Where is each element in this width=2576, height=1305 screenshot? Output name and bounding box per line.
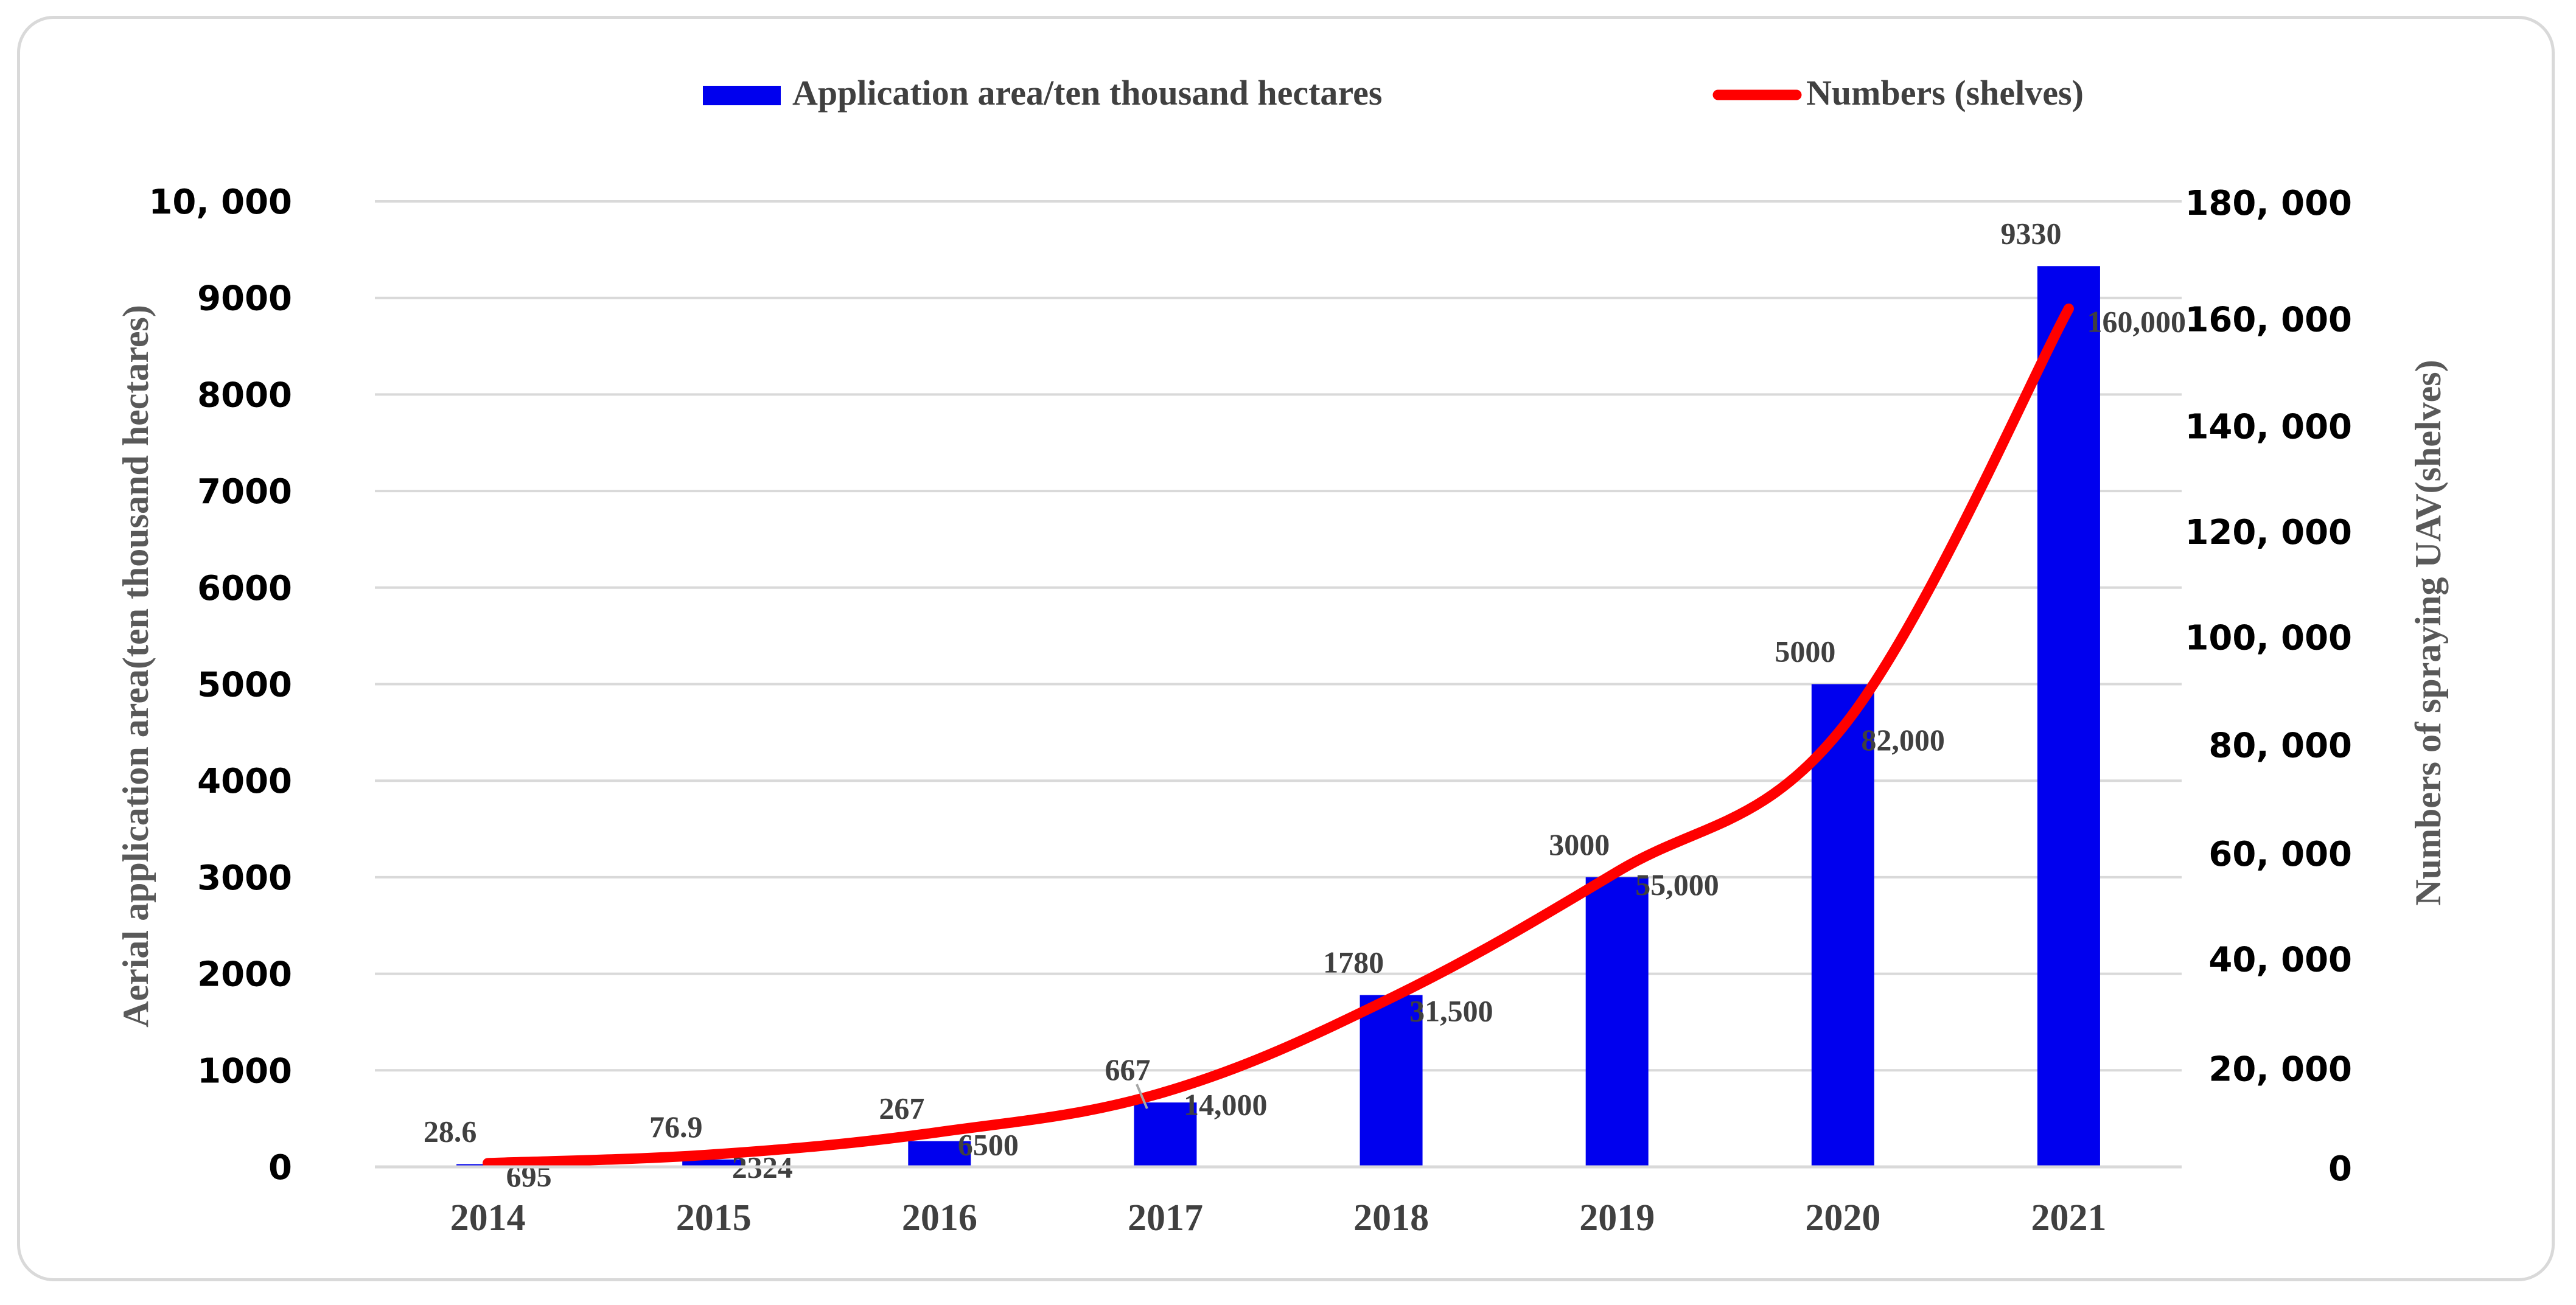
legend-line-label: Numbers (shelves) xyxy=(1806,73,2084,113)
right-tick-label: 40, 000 xyxy=(2208,940,2352,980)
line-value-label: 160,000 xyxy=(2087,304,2186,338)
left-tick-label: 2000 xyxy=(197,955,292,995)
bar-value-label: 1780 xyxy=(1323,945,1384,980)
bar-value-label: 9330 xyxy=(2000,216,2061,250)
category-label: 2021 xyxy=(2031,1197,2106,1239)
bar-value-label: 3000 xyxy=(1549,827,1610,861)
category-label: 2014 xyxy=(450,1197,526,1239)
left-tick-label: 7000 xyxy=(197,472,292,512)
series-line xyxy=(483,303,2074,1169)
right-tick-label: 80, 000 xyxy=(2208,726,2352,766)
line-value-label: 14,000 xyxy=(1184,1088,1268,1122)
left-tick-label: 5000 xyxy=(197,666,292,705)
right-axis-title: Numbers of spraying UAV(shelves) xyxy=(2408,360,2448,905)
legend: Application area/ten thousand hectares N… xyxy=(703,73,2084,113)
left-tick-label: 8000 xyxy=(197,375,292,415)
line-value-label: 6500 xyxy=(958,1128,1019,1162)
right-tick-label: 120, 000 xyxy=(2185,513,2352,552)
right-tick-label: 180, 000 xyxy=(2185,184,2352,223)
right-tick-label: 60, 000 xyxy=(2208,835,2352,874)
category-label: 2015 xyxy=(676,1197,752,1239)
right-tick-label: 160, 000 xyxy=(2185,300,2352,339)
line-value-label: 55,000 xyxy=(1635,868,1719,902)
category-label: 2016 xyxy=(902,1197,977,1239)
bar-series xyxy=(456,266,2100,1168)
legend-bar-label: Application area/ten thousand hectares xyxy=(792,73,1382,113)
category-label: 2018 xyxy=(1353,1197,1429,1239)
bar-value-label: 76.9 xyxy=(649,1110,703,1144)
bar xyxy=(682,1159,745,1167)
left-tick-label: 0 xyxy=(268,1148,292,1188)
label-leader-line xyxy=(1136,1084,1148,1109)
left-tick-label: 10, 000 xyxy=(148,183,292,222)
bar-value-label: 667 xyxy=(1105,1053,1150,1087)
right-tick-label: 140, 000 xyxy=(2185,408,2352,447)
axes: 0 1000 2000 3000 4000 5000 6000 7000 8000 9000 10,… xyxy=(148,183,2352,1239)
bar-value-label: 28.6 xyxy=(424,1114,477,1148)
line-value-label: 695 xyxy=(506,1159,552,1193)
bar xyxy=(2037,266,2100,1168)
left-axis-title: Aerial application area(ten thousand hec… xyxy=(116,305,156,1028)
bar xyxy=(1360,995,1423,1167)
right-tick-label: 20, 000 xyxy=(2208,1050,2352,1090)
category-label: 2017 xyxy=(1128,1197,1203,1239)
line-value-label: 31,500 xyxy=(1409,994,1493,1028)
bar-value-label: 267 xyxy=(879,1091,924,1126)
bar-value-label: 5000 xyxy=(1775,635,1835,669)
bar xyxy=(908,1141,971,1167)
left-tick-label: 9000 xyxy=(197,279,292,319)
bar xyxy=(1585,877,1649,1167)
line-value-label: 82,000 xyxy=(1861,723,1945,757)
left-tick-label: 4000 xyxy=(197,762,292,801)
left-tick-label: 3000 xyxy=(197,858,292,898)
left-tick-label: 6000 xyxy=(197,569,292,608)
gridlines xyxy=(375,200,2182,1168)
bar xyxy=(1811,684,1874,1167)
category-label: 2019 xyxy=(1579,1197,1655,1239)
bar xyxy=(1134,1102,1197,1167)
category-label: 2020 xyxy=(1805,1197,1880,1239)
right-tick-label: 100, 000 xyxy=(2185,618,2352,658)
line-series xyxy=(483,303,2074,1169)
legend-bar-swatch xyxy=(703,86,781,105)
left-tick-label: 1000 xyxy=(197,1051,292,1091)
right-tick-label: 0 xyxy=(2328,1149,2352,1189)
